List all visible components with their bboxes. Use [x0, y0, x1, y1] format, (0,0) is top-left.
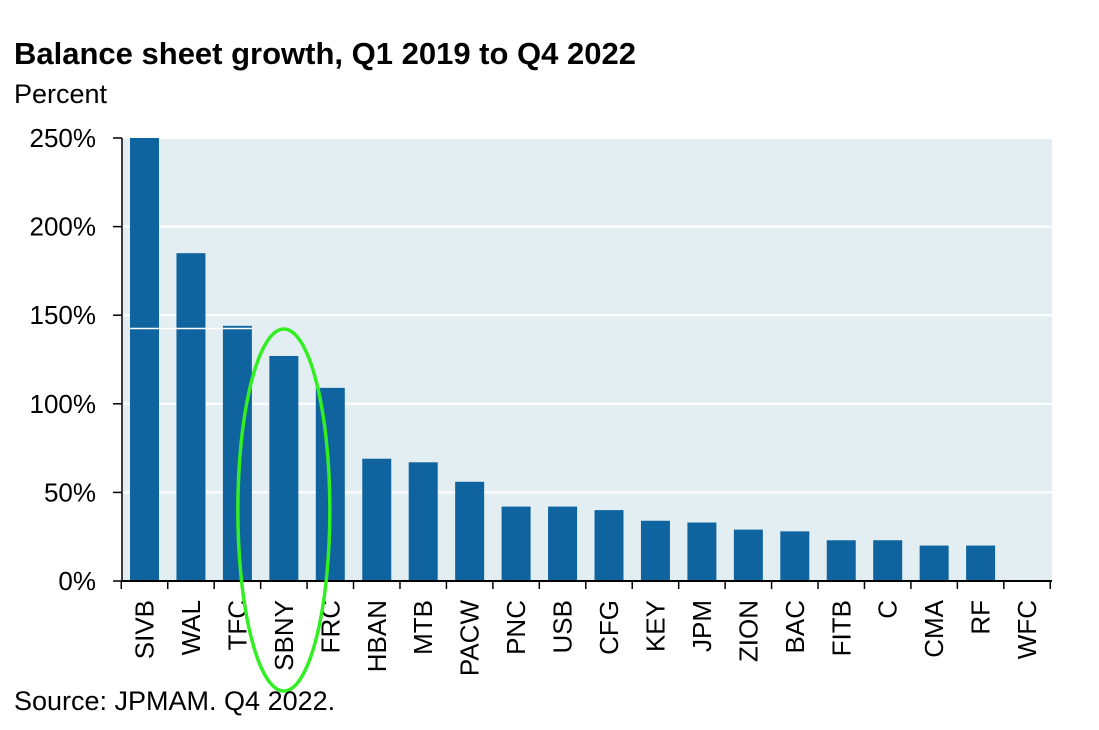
bar-cma: [919, 545, 949, 581]
y-tick-label: 100%: [30, 389, 97, 419]
x-tick-label: CFG: [594, 600, 624, 655]
plot-area: [122, 138, 1052, 581]
bar-hban: [362, 458, 392, 581]
y-tick-label: 250%: [30, 123, 97, 153]
x-tick-label: HBAN: [362, 600, 392, 672]
x-tick-label: BAC: [780, 600, 810, 653]
x-tick-label: USB: [548, 600, 578, 653]
y-tick-label: 50%: [44, 477, 96, 507]
bar-cfg: [594, 510, 624, 581]
x-tick-label: PNC: [501, 600, 531, 655]
x-tick-label: SBNY: [269, 600, 299, 671]
chart-title: Balance sheet growth, Q1 2019 to Q4 2022: [14, 36, 636, 71]
x-tick-label: C: [873, 600, 903, 619]
x-tick-label: CMA: [919, 599, 949, 657]
x-tick-label: WAL: [176, 600, 206, 655]
y-tick-label: 0%: [58, 566, 96, 596]
x-tick-label: ZION: [733, 600, 763, 662]
bar-jpm: [687, 522, 717, 581]
bar-bac: [780, 531, 810, 581]
x-tick-label: JPM: [687, 600, 717, 652]
bar-rf: [966, 545, 996, 581]
bar-sivb: [130, 138, 159, 581]
x-tick-label: PACW: [455, 600, 485, 677]
x-tick-label: MTB: [408, 600, 438, 655]
bar-usb: [548, 506, 578, 581]
chart-subtitle: Percent: [14, 79, 108, 109]
bar-fitb: [826, 540, 856, 581]
bar-pnc: [501, 506, 531, 581]
bar-wal: [176, 253, 206, 581]
x-tick-label: FITB: [826, 600, 856, 656]
y-tick-label: 150%: [30, 300, 97, 330]
highlight-ellipse: [236, 327, 332, 693]
x-tick-label: RF: [966, 600, 996, 635]
bar-key: [640, 520, 670, 581]
bar-mtb: [408, 462, 438, 581]
bar-c: [873, 540, 903, 581]
bar-zion: [733, 529, 763, 581]
x-tick-label: WFC: [1012, 600, 1042, 659]
bar-pacw: [455, 481, 485, 581]
x-tick-label: KEY: [640, 600, 670, 652]
x-tick-label: SIVB: [130, 600, 160, 659]
bar-sbny: [269, 355, 299, 581]
source-note: Source: JPMAM. Q4 2022.: [14, 686, 336, 716]
y-tick-label: 200%: [30, 212, 97, 242]
